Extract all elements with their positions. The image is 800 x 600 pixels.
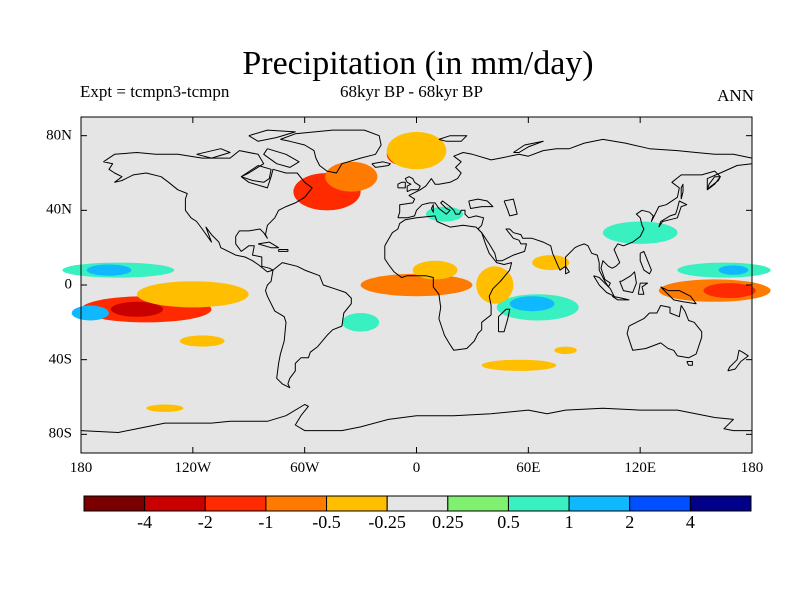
- coastlines: [80, 129, 753, 433]
- coastline-uk: [404, 176, 421, 193]
- coastline-iceland: [371, 161, 391, 168]
- colorbar-swatch: [326, 495, 388, 512]
- lon-label: 60W: [290, 460, 320, 476]
- anomaly-greenland-east-drying: [386, 131, 447, 170]
- coastline-eurasia: [397, 138, 753, 288]
- colorbar: [83, 495, 752, 512]
- coastline-greenland: [280, 129, 382, 174]
- anomaly-southern-ocean-pacific-drying: [146, 404, 184, 412]
- lat-label: 80N: [46, 127, 72, 144]
- coastline-hudson-bay: [241, 165, 272, 183]
- anomaly-southern-ocean-drying: [481, 359, 557, 371]
- anomaly-gulf-guinea-drying: [412, 260, 458, 280]
- anomaly-arabian-sea-drying: [532, 255, 570, 271]
- lon-label: 0: [412, 460, 421, 476]
- colorbar-label: -2: [197, 512, 213, 532]
- anomaly-central-pacific-drying: [136, 281, 249, 308]
- coastline-sri-lanka: [565, 266, 570, 275]
- coastline-antarctica: [80, 404, 752, 433]
- anomaly-pacific-moistening-blue: [86, 264, 132, 276]
- anomaly-equatorial-atlantic-drying: [360, 273, 473, 297]
- colorbar-swatch: [629, 495, 691, 512]
- coastline-sulawesi: [637, 282, 649, 295]
- lat-label: 80S: [48, 425, 72, 442]
- coastline-ireland: [397, 181, 406, 189]
- anomaly-east-africa-drying: [476, 266, 514, 304]
- colorbar-swatch: [447, 495, 509, 512]
- lon-label: 120E: [624, 460, 656, 476]
- axis-ticks: [80, 117, 753, 453]
- colorbar-label: -1: [258, 512, 274, 532]
- coastline-new-zealand: [727, 349, 749, 372]
- colorbar-label: 1: [564, 512, 574, 532]
- coastline-black-sea: [468, 198, 494, 209]
- anomaly-south-atlantic-moistening: [342, 313, 380, 332]
- coastline-svalbard: [438, 135, 468, 142]
- coastline-java: [611, 295, 630, 301]
- anomaly-west-pacific-drying-core: [703, 283, 756, 299]
- coastline-hispaniola: [278, 249, 289, 252]
- colorbar-label: -4: [137, 512, 153, 532]
- colorbar-swatch: [568, 495, 631, 512]
- anomaly-indian-ocean-moistening-core: [509, 296, 555, 312]
- anomaly-south-pacific-drying-core: [110, 301, 163, 317]
- lon-label: 60E: [516, 460, 541, 476]
- coastline-mediterranean-islands: [430, 204, 434, 213]
- coastline-madagascar: [498, 308, 511, 333]
- coastline-novaya-zemlya: [513, 140, 544, 153]
- anomaly-labrador-sea-drying: [325, 161, 378, 192]
- coastline-victoria-island: [196, 148, 231, 159]
- colorbar-label: 0.5: [497, 512, 520, 532]
- coastline-baffin-island: [263, 148, 300, 168]
- colorbar-label: -0.25: [368, 512, 406, 532]
- experiment-label: Expt = tcmpn3-tcmpn: [80, 82, 230, 101]
- season-label: ANN: [717, 86, 754, 105]
- lat-label: 40N: [46, 201, 72, 218]
- colorbar-label: 2: [625, 512, 635, 532]
- lon-label: 120W: [174, 460, 212, 476]
- lon-label: 180: [740, 460, 764, 476]
- colorbar-swatch: [386, 495, 449, 512]
- colorbar-swatch: [689, 495, 752, 512]
- colorbar-swatch: [204, 495, 267, 512]
- coastline-africa: [384, 215, 513, 351]
- period-label: 68kyr BP - 68kyr BP: [340, 82, 483, 101]
- coastline-australia: [626, 305, 703, 359]
- colorbar-label: 4: [685, 512, 695, 532]
- colorbar-label: -0.5: [312, 512, 341, 532]
- coastline-ellesmere-island: [248, 129, 296, 142]
- lat-label: 40S: [48, 351, 72, 368]
- coastline-south-america: [265, 262, 352, 389]
- anomaly-south-pacific-moistening: [71, 305, 109, 321]
- anomaly-south-pacific-subtropical-drying: [179, 335, 225, 347]
- colorbar-swatch: [144, 495, 206, 512]
- coastline-philippines: [639, 250, 652, 275]
- anomaly-fields: [62, 117, 771, 453]
- coastline-kamchatka: [706, 176, 721, 191]
- colorbar-swatch: [507, 495, 570, 512]
- lat-label: 0: [64, 276, 73, 293]
- coastline-sakhalin: [680, 183, 684, 200]
- coastline-new-guinea: [660, 286, 697, 305]
- lon-label: 180: [69, 460, 93, 476]
- coastline-cuba: [257, 241, 280, 249]
- anomaly-north-pacific-moistening-east: [718, 265, 749, 275]
- coastline-caspian-sea: [503, 198, 518, 217]
- coastline-borneo: [619, 271, 637, 293]
- anomaly-southern-ocean-drying-2: [554, 346, 577, 354]
- colorbar-label: 0.25: [432, 512, 464, 532]
- colorbar-swatch: [265, 495, 328, 512]
- figure-title: Precipitation (in mm/day): [242, 45, 594, 82]
- colorbar-swatch: [83, 495, 146, 512]
- coastline-north-america: [103, 150, 313, 273]
- anomaly-china-moistening: [602, 221, 678, 244]
- coastline-tasmania: [686, 361, 693, 366]
- coastline-japan: [658, 200, 688, 228]
